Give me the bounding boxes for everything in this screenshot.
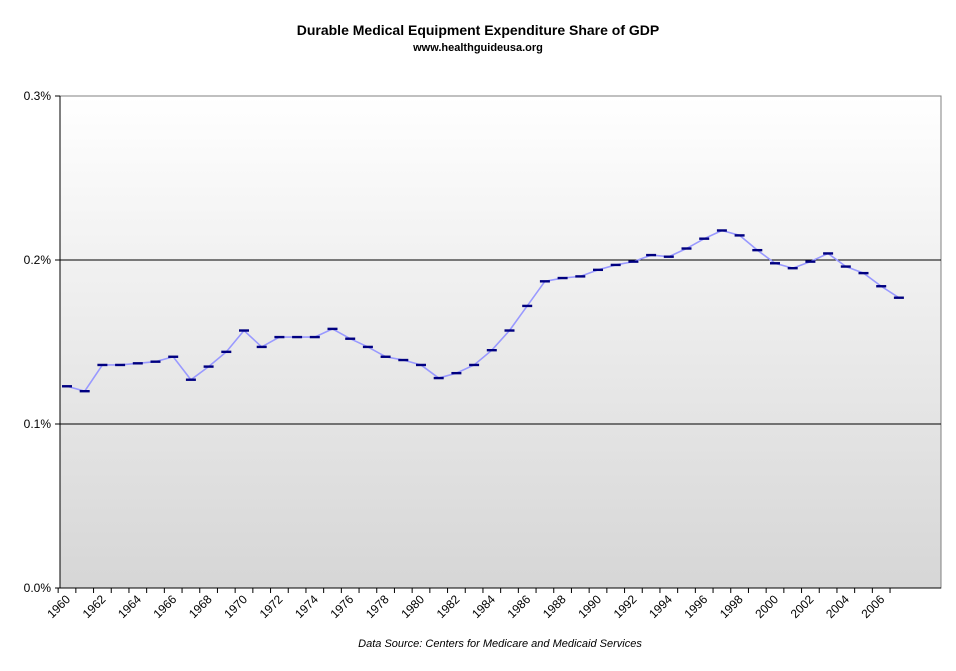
x-tick-label: 1986 <box>505 592 534 621</box>
x-tick-label: 1998 <box>717 592 746 621</box>
x-tick-label: 1974 <box>292 592 321 621</box>
x-tick-label: 1994 <box>646 592 675 621</box>
series-line <box>66 229 900 393</box>
data-source-note: Data Source: Centers for Medicare and Me… <box>358 638 642 650</box>
x-tick-label: 1984 <box>469 592 498 621</box>
chart-subtitle: www.healthguideusa.org <box>413 42 543 54</box>
y-tick-label: 0.3% <box>24 89 52 103</box>
x-tick-label: 2002 <box>788 592 817 621</box>
x-tick-label: 1978 <box>363 592 392 621</box>
x-tick-label: 1988 <box>540 592 569 621</box>
x-tick-label: 2006 <box>859 592 888 621</box>
x-tick-label: 1990 <box>575 592 604 621</box>
x-tick-label: 1960 <box>44 592 73 621</box>
chart-title: Durable Medical Equipment Expenditure Sh… <box>296 22 660 38</box>
x-tick-label: 2004 <box>823 592 852 621</box>
x-tick-label: 1966 <box>151 592 180 621</box>
x-tick-label: 1992 <box>611 592 640 621</box>
y-tick-label: 0.0% <box>24 581 52 595</box>
x-tick-label: 1972 <box>257 592 286 621</box>
y-tick-label: 0.1% <box>24 417 52 431</box>
y-tick-label: 0.2% <box>24 253 52 267</box>
x-tick-label: 1970 <box>221 592 250 621</box>
x-tick-label: 1964 <box>115 592 144 621</box>
x-tick-label: 1968 <box>186 592 215 621</box>
x-tick-label: 1982 <box>434 592 463 621</box>
x-tick-label: 1976 <box>328 592 357 621</box>
plot-area <box>59 95 942 589</box>
x-tick-label: 1980 <box>398 592 427 621</box>
x-tick-label: 1996 <box>682 592 711 621</box>
x-tick-label: 1962 <box>80 592 109 621</box>
x-tick-label: 2000 <box>752 592 781 621</box>
